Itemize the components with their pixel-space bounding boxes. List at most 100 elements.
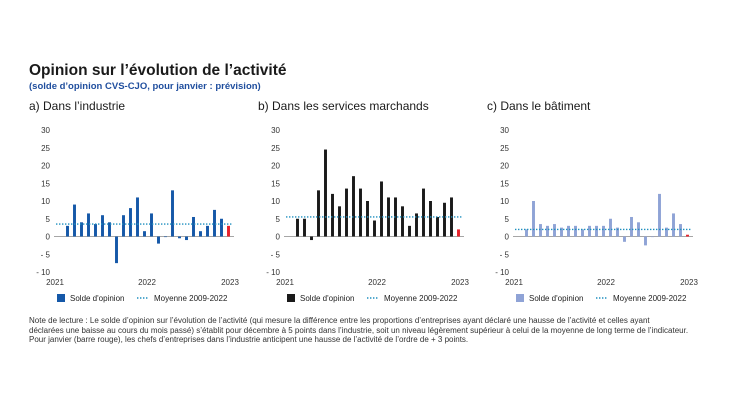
data-bar xyxy=(199,231,202,237)
data-bar xyxy=(359,188,362,237)
y-tick-label: - 5 xyxy=(271,250,281,259)
panel-title-industrie: a) Dans l’industrie xyxy=(29,99,126,113)
y-tick-label: - 5 xyxy=(41,250,51,259)
data-bar xyxy=(213,209,216,237)
data-bar xyxy=(108,222,111,237)
data-bar xyxy=(136,197,139,237)
data-bar xyxy=(422,188,425,237)
data-bar xyxy=(115,236,118,264)
data-bar xyxy=(143,231,146,237)
data-bar xyxy=(324,149,327,237)
note-line-3: Pour janvier (barre rouge), les chefs d’… xyxy=(29,335,469,345)
y-tick-label: - 5 xyxy=(500,250,510,259)
data-bar xyxy=(296,218,299,237)
legend-mean-label: Moyenne 2009-2022 xyxy=(384,294,458,303)
legend-series-label: Solde d'opinion xyxy=(529,294,583,303)
data-bar xyxy=(525,229,528,237)
y-tick-label: 25 xyxy=(41,144,50,153)
data-bar xyxy=(380,181,383,237)
note-line-1: Note de lecture : Le solde d’opinion sur… xyxy=(29,316,650,325)
y-tick-label: 30 xyxy=(41,126,50,135)
data-bar xyxy=(574,225,577,237)
y-tick-label: 20 xyxy=(41,162,50,171)
forecast-bar xyxy=(686,234,689,237)
data-bar xyxy=(220,218,223,237)
legend-swatch xyxy=(287,294,295,302)
y-tick-label: 30 xyxy=(500,126,509,135)
x-tick-label: 2022 xyxy=(597,278,615,287)
data-bar xyxy=(178,236,181,239)
data-bar xyxy=(581,229,584,237)
data-bar xyxy=(80,222,83,237)
y-tick-label: 0 xyxy=(46,233,51,242)
x-tick-label: 2022 xyxy=(138,278,156,287)
data-bar xyxy=(352,176,355,237)
data-bar xyxy=(310,236,313,241)
y-tick-label: 20 xyxy=(500,162,509,171)
data-bar xyxy=(164,236,167,238)
data-bar xyxy=(436,216,439,237)
x-tick-label: 2023 xyxy=(221,278,239,287)
data-bar xyxy=(317,190,320,237)
data-bar xyxy=(546,225,549,237)
data-bar xyxy=(588,225,591,237)
y-tick-label: 5 xyxy=(505,215,510,224)
y-tick-label: 15 xyxy=(41,179,50,188)
data-bar xyxy=(101,215,104,237)
legend-series-label: Solde d'opinion xyxy=(70,294,124,303)
data-bar xyxy=(394,197,397,237)
x-tick-label: 2021 xyxy=(276,278,294,287)
data-bar xyxy=(443,202,446,237)
data-bar xyxy=(665,227,668,237)
data-bar xyxy=(623,236,626,242)
y-tick-label: 15 xyxy=(500,179,509,188)
data-bar xyxy=(672,213,675,237)
data-bar xyxy=(679,224,682,237)
data-bar xyxy=(366,201,369,237)
page-title: Opinion sur l’évolution de l’activité xyxy=(29,62,287,79)
legend-swatch xyxy=(516,294,524,302)
y-tick-label: 20 xyxy=(271,162,280,171)
x-tick-label: 2023 xyxy=(680,278,698,287)
data-bar xyxy=(560,227,563,237)
data-bar xyxy=(94,224,97,237)
y-tick-label: 15 xyxy=(271,179,280,188)
y-tick-label: 25 xyxy=(500,144,509,153)
panel-title-services: b) Dans les services marchands xyxy=(258,99,429,113)
forecast-bar xyxy=(227,225,230,237)
data-bar xyxy=(171,190,174,237)
y-tick-label: 10 xyxy=(271,197,280,206)
y-tick-label: 5 xyxy=(46,215,51,224)
data-bar xyxy=(651,236,654,238)
data-bar xyxy=(192,216,195,237)
data-bar xyxy=(373,220,376,237)
data-bar xyxy=(553,224,556,237)
data-bar xyxy=(595,225,598,237)
forecast-bar xyxy=(457,229,460,237)
data-bar xyxy=(338,206,341,237)
x-tick-label: 2021 xyxy=(505,278,523,287)
data-bar xyxy=(602,225,605,237)
data-bar xyxy=(303,218,306,237)
y-tick-label: - 10 xyxy=(266,268,280,277)
data-bar xyxy=(539,224,542,237)
legend-mean-label: Moyenne 2009-2022 xyxy=(154,294,228,303)
y-tick-label: 25 xyxy=(271,144,280,153)
panel-title-batiment: c) Dans le bâtiment xyxy=(487,99,591,113)
data-bar xyxy=(415,213,418,237)
note-line-2: déclarées une baisse au cours du mois pa… xyxy=(29,325,689,335)
y-tick-label: 10 xyxy=(41,197,50,206)
data-bar xyxy=(73,204,76,237)
data-bar xyxy=(122,215,125,237)
y-tick-label: - 10 xyxy=(36,268,50,277)
data-bar xyxy=(567,225,570,237)
data-bar xyxy=(630,216,633,237)
x-tick-label: 2022 xyxy=(368,278,386,287)
data-bar xyxy=(157,236,160,244)
data-bar xyxy=(87,213,90,237)
y-tick-label: 5 xyxy=(276,215,281,224)
